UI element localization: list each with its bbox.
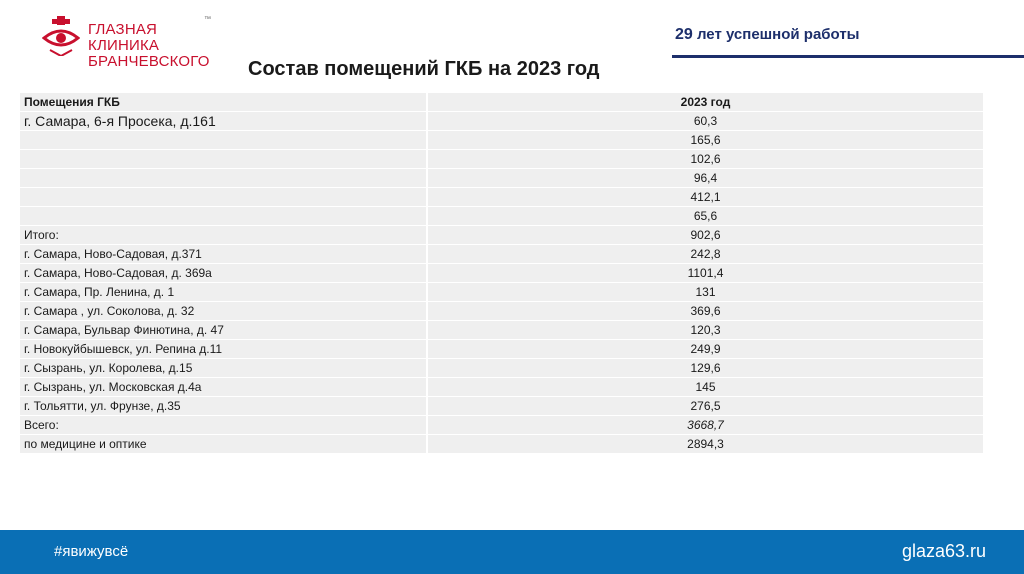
area-value: 120,3 (428, 321, 985, 339)
area-value: 276,5 (428, 397, 985, 415)
clinic-logo: ГЛАЗНАЯ КЛИНИКА БРАНЧЕВСКОГО ™ (42, 14, 212, 70)
table-row: 165,6 (20, 131, 985, 149)
area-value: 369,6 (428, 302, 985, 320)
area-value: 96,4 (428, 169, 985, 187)
table-row: г. Новокуйбышевск, ул. Репина д.11 249,9 (20, 340, 985, 358)
medicine-optics-value: 2894,3 (428, 435, 985, 453)
premises-name (20, 207, 428, 225)
premises-name (20, 188, 428, 206)
footer-hashtag: #явижувсё (54, 543, 129, 560)
table-row: г. Самара, 6-я Просека, д.161 60,3 (20, 112, 985, 130)
tagline-text: лет успешной работы (692, 26, 860, 43)
area-value: 129,6 (428, 359, 985, 377)
total-value: 3668,7 (428, 416, 985, 434)
area-value: 1101,4 (428, 264, 985, 282)
logo-line-1: ГЛАЗНАЯ КЛИНИКА (88, 21, 160, 54)
premises-name: г. Самара, Пр. Ленина, д. 1 (20, 283, 428, 301)
total-label: Всего: (20, 416, 428, 434)
premises-name: г. Самара, Ново-Садовая, д. 369а (20, 264, 428, 282)
table-row: г. Тольятти, ул. Фрунзе, д.35 276,5 (20, 397, 985, 415)
table-row: 65,6 (20, 207, 985, 225)
premises-name (20, 169, 428, 187)
subtotal-label: Итого: (20, 226, 428, 244)
area-value: 65,6 (428, 207, 985, 225)
area-value: 102,6 (428, 150, 985, 168)
premises-name: г. Самара, Бульвар Финютина, д. 47 (20, 321, 428, 339)
table-row: 96,4 (20, 169, 985, 187)
premises-name (20, 131, 428, 149)
area-value: 60,3 (428, 112, 985, 130)
eye-cross-logo-icon (42, 16, 80, 56)
premises-name: г. Сызрань, ул. Королева, д.15 (20, 359, 428, 377)
table-header-row: Помещения ГКБ 2023 год (20, 93, 985, 111)
premises-table: Помещения ГКБ 2023 год г. Самара, 6-я Пр… (20, 92, 985, 454)
table-row: 102,6 (20, 150, 985, 168)
premises-name: г. Тольятти, ул. Фрунзе, д.35 (20, 397, 428, 415)
table-row: г. Самара, Пр. Ленина, д. 1 131 (20, 283, 985, 301)
premises-name: г. Самара, 6-я Просека, д.161 (20, 112, 428, 130)
medicine-optics-label: по медицине и оптике (20, 435, 428, 453)
table-row: г. Самара, Бульвар Финютина, д. 47 120,3 (20, 321, 985, 339)
table-row: г. Самара, Ново-Садовая, д. 369а 1101,4 (20, 264, 985, 282)
logo-wordmark: ГЛАЗНАЯ КЛИНИКА БРАНЧЕВСКОГО (88, 22, 212, 70)
table-row: г. Самара, Ново-Садовая, д.371 242,8 (20, 245, 985, 263)
premises-name (20, 150, 428, 168)
logo-line-2: БРАНЧЕВСКОГО (88, 53, 210, 70)
table-row: г. Сызрань, ул. Королева, д.15 129,6 (20, 359, 985, 377)
table-row: 412,1 (20, 188, 985, 206)
tagline-years: 29 (675, 26, 693, 43)
premises-name: г. Сызрань, ул. Московская д.4а (20, 378, 428, 396)
footer-bar: #явижувсё glaza63.ru (0, 530, 1024, 574)
area-value: 249,9 (428, 340, 985, 358)
premises-name: г. Самара, Ново-Садовая, д.371 (20, 245, 428, 263)
total-row: Всего: 3668,7 (20, 416, 985, 434)
area-value: 242,8 (428, 245, 985, 263)
tagline-underline (672, 55, 1024, 58)
area-value: 145 (428, 378, 985, 396)
trademark-mark: ™ (204, 16, 211, 23)
area-value: 131 (428, 283, 985, 301)
area-value: 412,1 (428, 188, 985, 206)
premises-name: г. Самара , ул. Соколова, д. 32 (20, 302, 428, 320)
area-value: 165,6 (428, 131, 985, 149)
subtotal-row: Итого: 902,6 (20, 226, 985, 244)
column-header-year: 2023 год (428, 93, 985, 111)
medicine-optics-row: по медицине и оптике 2894,3 (20, 435, 985, 453)
subtotal-value: 902,6 (428, 226, 985, 244)
premises-name: г. Новокуйбышевск, ул. Репина д.11 (20, 340, 428, 358)
footer-website: glaza63.ru (901, 541, 986, 561)
page-title: Состав помещений ГКБ на 2023 год (248, 58, 600, 80)
column-header-premises: Помещения ГКБ (20, 93, 428, 111)
tagline: 29 лет успешной работы (675, 26, 860, 44)
table-row: г. Сызрань, ул. Московская д.4а 145 (20, 378, 985, 396)
table-row: г. Самара , ул. Соколова, д. 32 369,6 (20, 302, 985, 320)
